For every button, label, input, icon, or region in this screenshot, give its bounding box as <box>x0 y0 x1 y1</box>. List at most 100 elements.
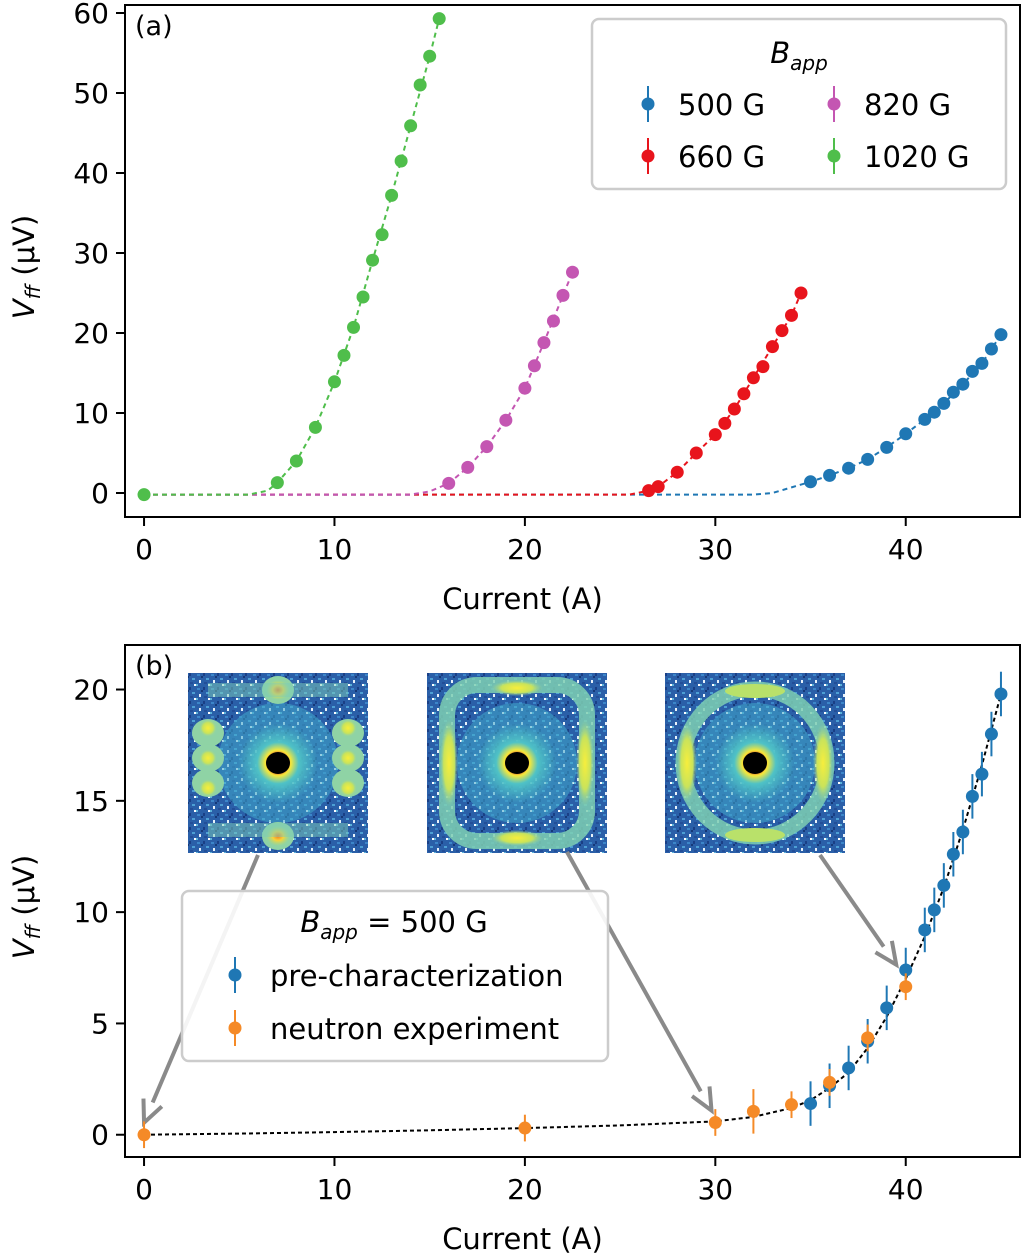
panel-a-point-3 <box>432 12 446 26</box>
inset-blob <box>339 779 357 797</box>
panel-a-point-1 <box>689 446 703 460</box>
panel-b-point-1 <box>861 1031 875 1045</box>
b-x-tick-label: 30 <box>697 1173 733 1206</box>
panel-a-fit-0 <box>144 334 1002 496</box>
a-x-tick-label: 10 <box>317 533 353 566</box>
panel-b-legend-marker <box>228 968 242 982</box>
panel-a-axes-frame <box>124 4 1021 518</box>
panel-a-legend-title-main: B <box>770 36 790 70</box>
panel-a-point-3 <box>375 228 389 242</box>
panel-a-point-2 <box>518 381 532 395</box>
panel-b-point-0 <box>946 847 960 861</box>
inset-blob <box>491 830 543 846</box>
panel-a-point-2 <box>556 288 570 302</box>
panel-b-y-axis-label-main: V <box>7 937 41 959</box>
panel-a: 0 10 20 30 40 0 10 20 30 40 50 60 (a) Current (A) V… <box>7 0 1021 616</box>
inset-blob <box>199 719 217 737</box>
panel-b-insets <box>188 673 845 853</box>
panel-a-point-3 <box>385 188 399 202</box>
panel-a-point-1 <box>784 308 798 322</box>
panel-a-point-0 <box>861 452 875 466</box>
panel-a-legend-marker <box>641 97 655 111</box>
panel-a-legend-frame <box>590 17 1008 191</box>
panel-b-ticks: 0 10 20 30 40 0 5 10 15 20 <box>73 674 923 1206</box>
b-x-tick-label: 40 <box>888 1173 924 1206</box>
panel-a-point-1 <box>670 465 684 479</box>
panel-b-point-1 <box>784 1098 798 1112</box>
b-x-tick-label: 0 <box>135 1173 153 1206</box>
panel-a-point-0 <box>918 412 932 426</box>
panel-a-legend-title-sub: app <box>790 51 828 75</box>
panel-a-point-1 <box>737 387 751 401</box>
panel-a-point-1 <box>727 402 741 416</box>
panel-a-point-0 <box>956 377 970 391</box>
panel-a-legend-marker <box>827 97 841 111</box>
b-y-tick-label: 0 <box>91 1119 109 1152</box>
panel-a-point-0 <box>927 405 941 419</box>
panel-a-point-3 <box>347 320 361 334</box>
panel-a-point-2 <box>527 359 541 373</box>
panel-a-point-0 <box>937 396 951 410</box>
inset-beamstop <box>505 752 529 774</box>
panel-b-point-0 <box>842 1061 856 1075</box>
panel-a-legend-label: 820 G <box>864 88 951 122</box>
panel-a-point-2 <box>566 265 579 279</box>
panel-a-point-0 <box>984 342 998 356</box>
panel-a-markers <box>137 12 1008 502</box>
inset-arrow-head <box>874 940 899 969</box>
panel-b-axes-frame <box>124 644 1021 1158</box>
panel-b-point-0 <box>937 878 951 892</box>
a-y-tick-label: 30 <box>73 237 109 270</box>
panel-b-point-0 <box>965 789 979 803</box>
panel-a-point-1 <box>756 360 770 374</box>
panel-a-point-3 <box>423 49 437 63</box>
b-x-tick-label: 10 <box>317 1173 353 1206</box>
panel-a-point-1 <box>775 324 789 338</box>
inset-beamstop <box>266 752 290 774</box>
panel-a-point-2 <box>442 476 456 490</box>
inset-blob <box>677 723 697 803</box>
panel-b-legend-frame <box>180 889 610 1063</box>
inset-blob <box>339 749 357 767</box>
panel-a-ticks: 0 10 20 30 40 0 10 20 30 40 50 60 <box>73 0 923 566</box>
panel-b-point-1 <box>899 980 913 994</box>
inset-blob <box>576 719 594 807</box>
panel-a-point-3 <box>308 420 322 434</box>
b-y-tick-label: 20 <box>73 674 109 707</box>
inset-blob <box>725 684 785 698</box>
panel-b-markers <box>137 671 1008 1149</box>
a-y-tick-label: 60 <box>73 0 109 30</box>
panel-a-y-axis-label: Vff (μV) <box>7 215 45 319</box>
panel-a-fit-2 <box>144 271 574 496</box>
panel-b-legend-title-main: B <box>300 905 320 939</box>
inset-arrow-shaft <box>818 853 886 948</box>
panel-a-point-3 <box>289 454 303 468</box>
a-y-tick-label: 20 <box>73 317 109 350</box>
panel-a-point-3 <box>270 476 284 490</box>
panel-b: 0 10 20 30 40 0 5 10 15 20 (b) Current (A) Vff (μ… <box>7 644 1021 1256</box>
panel-a-legend-label: 500 G <box>678 88 765 122</box>
panel-a-legend-label: 1020 G <box>864 140 970 174</box>
b-x-tick-label: 20 <box>507 1173 543 1206</box>
panel-a-point-0 <box>975 356 989 370</box>
a-x-tick-label: 30 <box>697 533 733 566</box>
panel-b-point-1 <box>708 1115 722 1129</box>
panel-b-point-0 <box>880 1001 894 1015</box>
panel-a-point-0 <box>965 364 979 378</box>
panel-a-x-axis-label: Current (A) <box>442 582 603 616</box>
panel-b-y-axis-label-sub: ff <box>21 922 45 939</box>
panel-a-point-0 <box>994 328 1008 342</box>
a-y-tick-label: 0 <box>91 477 109 510</box>
inset-band <box>208 823 348 837</box>
panel-a-point-3 <box>356 290 370 304</box>
inset-blob <box>440 719 458 807</box>
panel-a-y-axis-label-main: V <box>7 297 41 319</box>
inset-blob <box>199 749 217 767</box>
panel-a-point-1 <box>746 371 760 385</box>
panel-a-legend-marker <box>827 149 841 163</box>
panel-b-point-0 <box>899 963 913 977</box>
panel-b-point-1 <box>137 1128 151 1142</box>
panel-a-point-2 <box>537 336 551 350</box>
